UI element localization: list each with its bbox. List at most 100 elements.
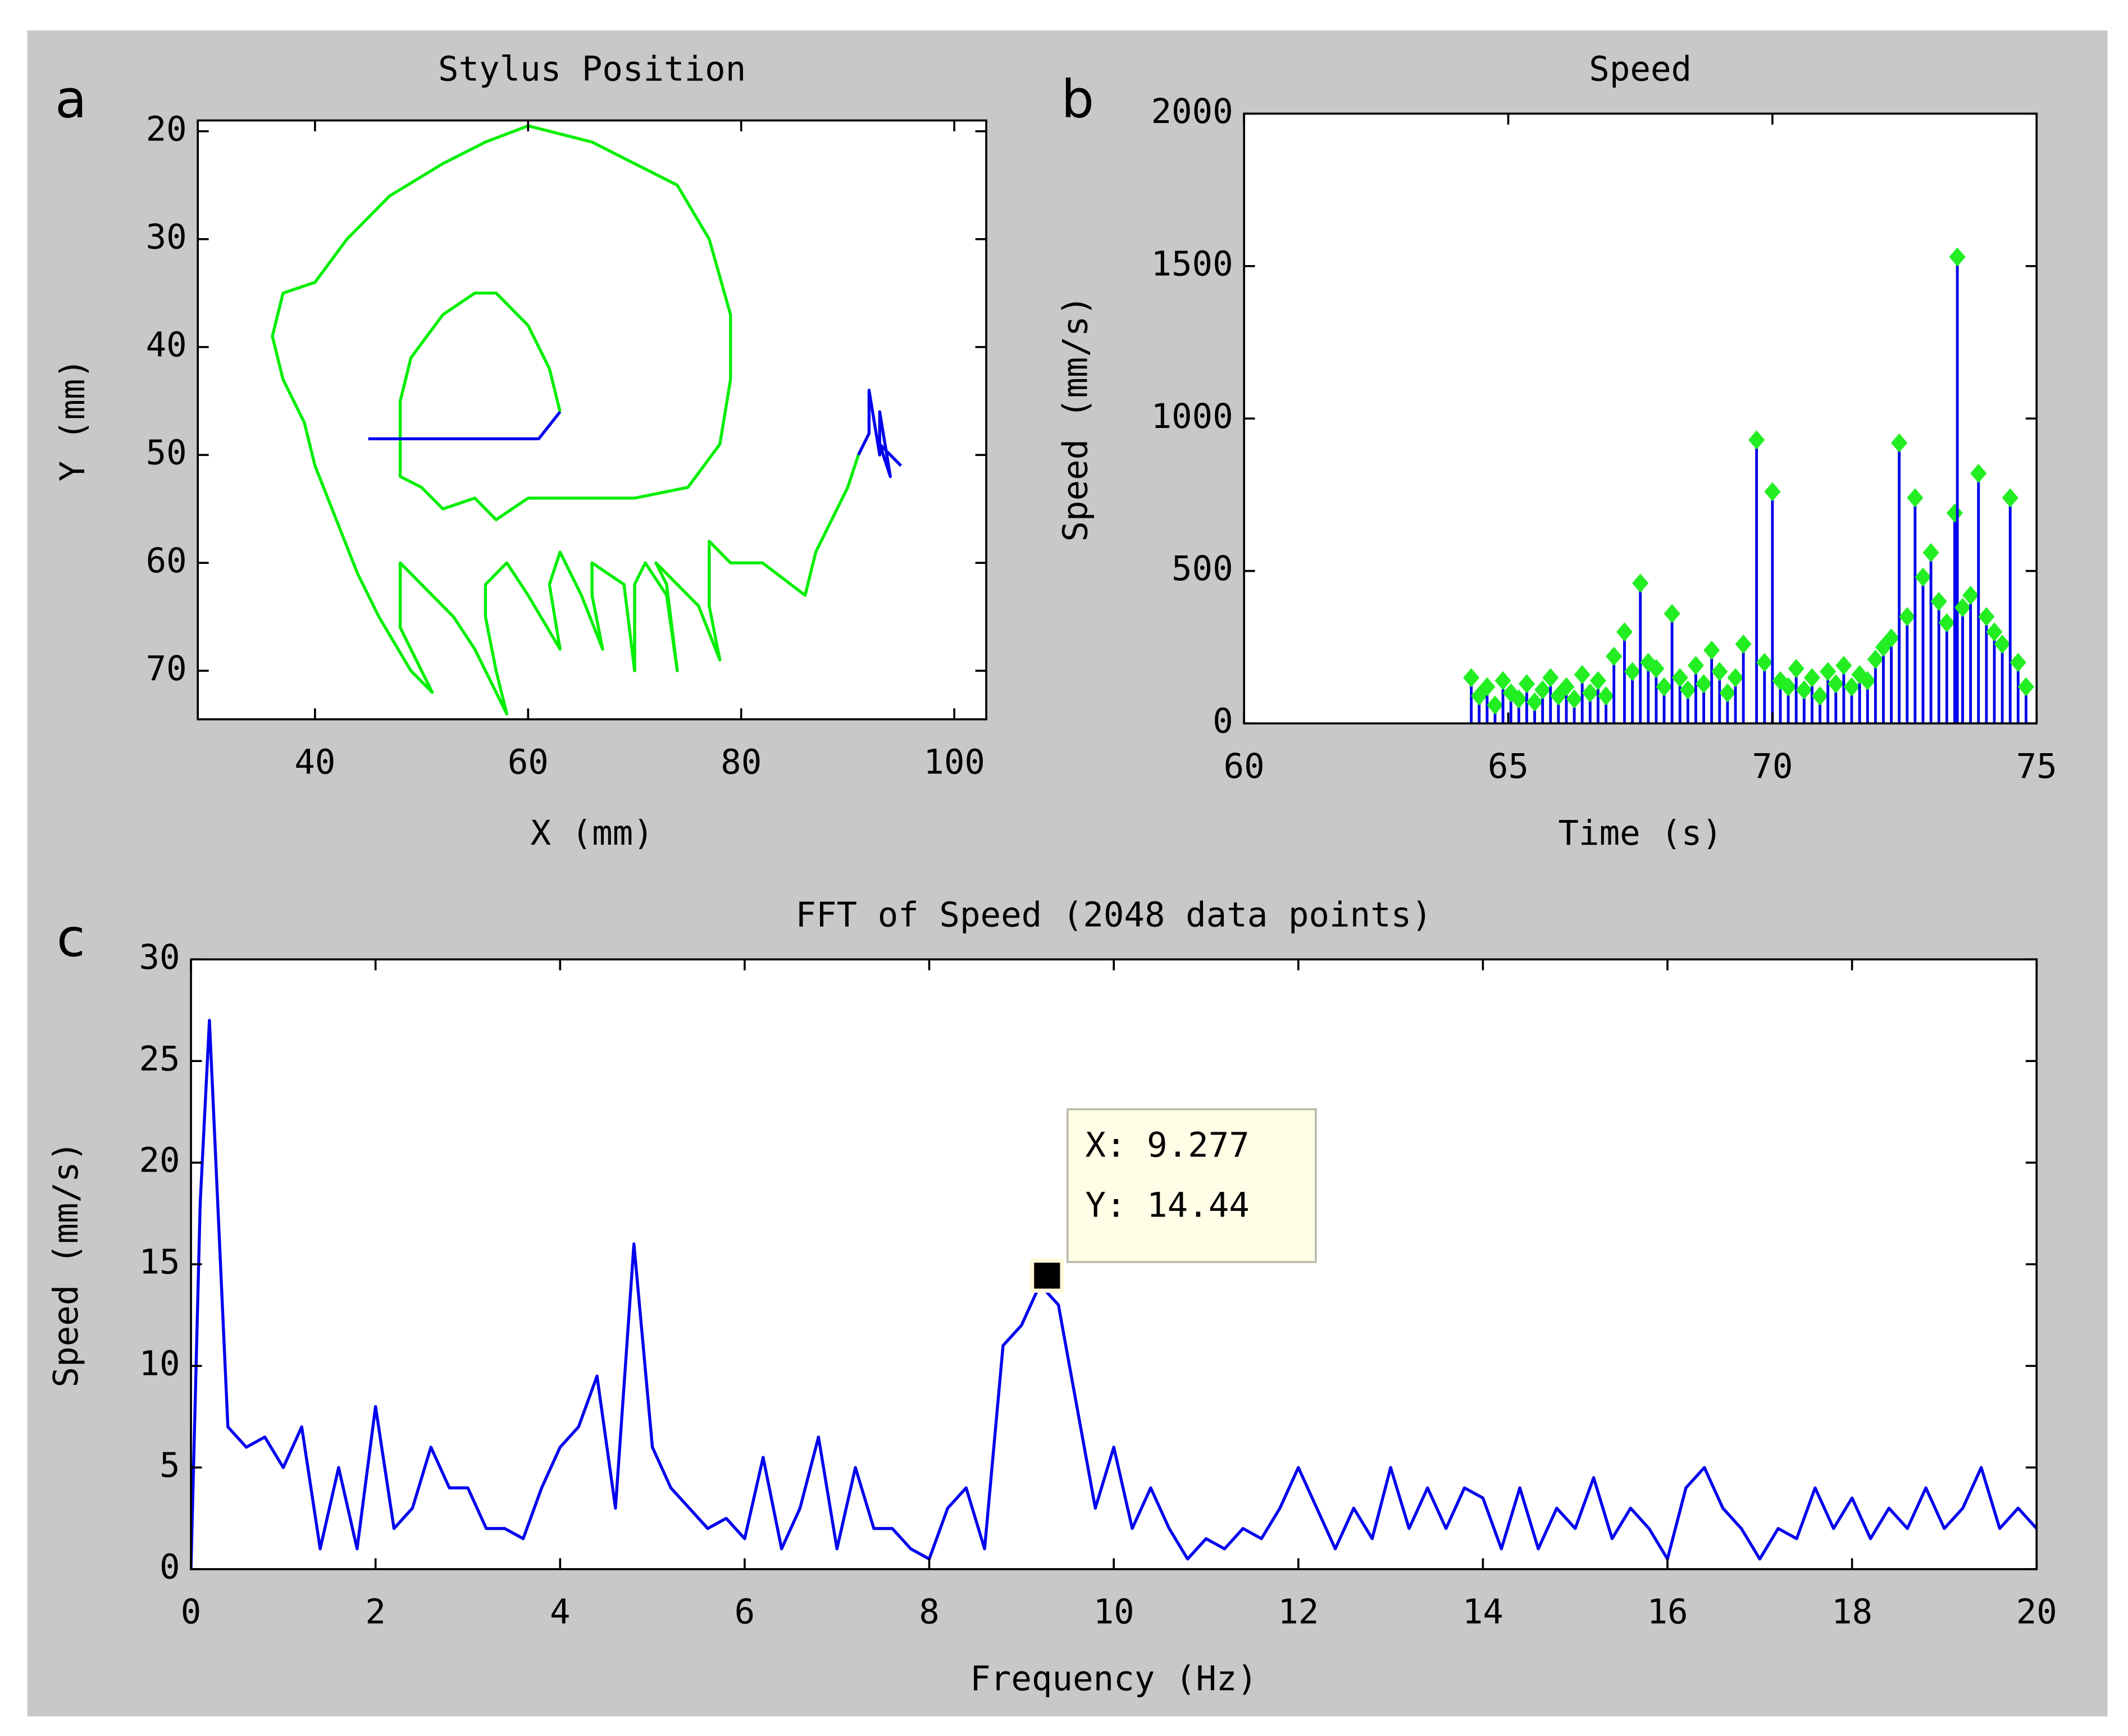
- x-tick-label: 8: [919, 1593, 940, 1632]
- y-axis-label: Speed (mm/s): [47, 1141, 86, 1388]
- stem-marker: [1687, 655, 1705, 675]
- x-tick-label: 60: [1224, 747, 1265, 786]
- stem-marker: [1582, 683, 1598, 703]
- y-tick-label: 5: [160, 1446, 180, 1486]
- chart-title: FFT of Speed (2048 data points): [796, 896, 1432, 935]
- x-tick-label: 65: [1488, 747, 1529, 786]
- x-tick-label: 20: [2016, 1593, 2057, 1632]
- stem-marker: [1719, 683, 1736, 703]
- stem-marker: [1970, 463, 1987, 483]
- stem-marker: [1542, 668, 1559, 687]
- stem-marker: [1558, 677, 1575, 696]
- y-axis-label: Speed (mm/s): [1056, 295, 1095, 542]
- stem-marker: [1851, 665, 1868, 685]
- x-axis-label: Frequency (Hz): [970, 1660, 1257, 1699]
- x-tick-label: 12: [1278, 1593, 1319, 1632]
- y-tick-label: 20: [146, 110, 187, 149]
- x-tick-label: 80: [721, 743, 762, 782]
- stem-marker: [1811, 686, 1829, 706]
- data-line: [368, 389, 903, 479]
- stem-marker: [2017, 677, 2035, 696]
- stem-marker: [1616, 622, 1633, 642]
- stem-marker: [1597, 686, 1615, 706]
- y-tick-label: 60: [146, 541, 187, 581]
- y-axis-label: Y (mm): [53, 358, 93, 481]
- stem-marker: [1606, 646, 1623, 666]
- stem-marker: [1756, 653, 1773, 672]
- stem-marker: [1780, 677, 1797, 696]
- stem-marker: [1828, 674, 1844, 694]
- y-tick-label: 40: [146, 326, 187, 365]
- stem-marker: [1526, 692, 1543, 712]
- stem-marker: [1566, 689, 1583, 709]
- stem-marker: [1946, 503, 1963, 523]
- stem-marker: [1534, 680, 1551, 700]
- datatip-y-label: Y: 14.44: [1085, 1186, 1249, 1225]
- y-tick-label: 500: [1172, 549, 1233, 589]
- x-tick-label: 100: [923, 743, 985, 782]
- stem-marker: [1487, 695, 1503, 715]
- stem-marker: [1589, 671, 1606, 691]
- x-tick-label: 6: [735, 1593, 755, 1632]
- y-tick-label: 0: [1213, 702, 1233, 741]
- stem-marker: [1899, 607, 1916, 627]
- datatip-x-label: X: 9.277: [1085, 1126, 1249, 1165]
- stem-marker: [1494, 671, 1511, 691]
- stem-marker: [1656, 677, 1673, 696]
- datatip-marker: [1029, 1258, 1064, 1293]
- stem-marker: [1624, 662, 1641, 681]
- stem-marker: [1994, 634, 2011, 654]
- x-tick-label: 18: [1831, 1593, 1872, 1632]
- y-tick-label: 50: [146, 434, 187, 473]
- stem-marker: [1891, 433, 1908, 453]
- stem-marker: [1867, 650, 1884, 669]
- stem-marker: [1883, 628, 1900, 648]
- axes-frame: [197, 119, 987, 721]
- x-tick-label: 16: [1647, 1593, 1688, 1632]
- stem-marker: [1843, 677, 1860, 696]
- plot-content: [1463, 247, 2035, 724]
- stem-marker: [1735, 634, 1752, 654]
- x-axis-label: Time (s): [1558, 814, 1722, 853]
- panel-label: b: [1061, 69, 1094, 129]
- stem-marker: [1820, 662, 1837, 681]
- y-tick-label: 20: [139, 1141, 180, 1181]
- x-axis-label: X (mm): [530, 814, 653, 853]
- stem-marker: [1788, 659, 1805, 678]
- stem-marker: [1835, 655, 1852, 675]
- x-tick-label: 2: [365, 1593, 386, 1632]
- plot-area: [191, 959, 2037, 1569]
- stem-marker: [1986, 622, 2003, 642]
- x-tick-label: 75: [2016, 747, 2057, 786]
- stem-marker: [1671, 668, 1688, 687]
- x-tick-label: 70: [1752, 747, 1793, 786]
- stem-marker: [1748, 430, 1765, 450]
- data-line: [271, 124, 860, 716]
- y-tick-label: 0: [160, 1548, 180, 1587]
- x-tick-label: 60: [508, 743, 549, 782]
- x-tick-label: 10: [1093, 1593, 1134, 1632]
- stem-marker: [1632, 573, 1649, 593]
- stem-marker: [1727, 668, 1744, 687]
- y-tick-label: 30: [146, 217, 187, 257]
- y-tick-label: 1000: [1151, 397, 1233, 436]
- stem-marker: [1978, 607, 1995, 627]
- y-tick-label: 10: [139, 1345, 180, 1384]
- panel-label: c: [57, 908, 85, 968]
- stem-marker: [1574, 665, 1591, 685]
- x-tick-label: 4: [550, 1593, 571, 1632]
- x-tick-label: 0: [181, 1593, 202, 1632]
- stem-marker: [1962, 586, 1979, 605]
- stem-marker: [1711, 662, 1728, 681]
- x-tick-label: 40: [294, 743, 335, 782]
- y-tick-label: 25: [139, 1040, 180, 1079]
- stem-marker: [1796, 680, 1812, 700]
- stem-marker: [1922, 543, 1939, 563]
- stem-marker: [1518, 674, 1535, 694]
- y-tick-label: 30: [139, 938, 180, 977]
- y-tick-label: 15: [139, 1243, 180, 1282]
- panel-label: a: [55, 69, 87, 129]
- y-tick-label: 70: [146, 649, 187, 689]
- stem-marker: [1930, 591, 1947, 611]
